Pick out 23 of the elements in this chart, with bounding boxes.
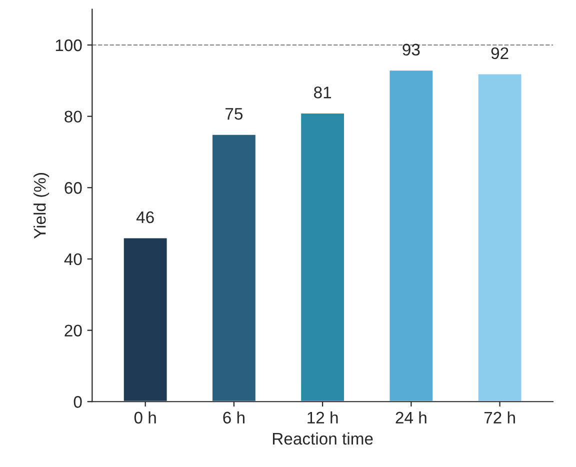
x-tick-label: 24 h [396,411,426,424]
bar [211,133,257,402]
y-tick-label: 60 [64,182,82,194]
data-label: 93 [402,44,420,56]
y-tick-label: 0 [74,396,82,408]
data-label: 92 [491,47,508,60]
y-tick-label: 100 [56,39,82,52]
bar [476,72,523,402]
x-tick-label: 12 h [308,411,338,424]
y-tick-label: 40 [64,253,82,266]
x-tick-label: 72 h [484,411,515,424]
y-tick-label: 20 [64,324,82,336]
data-label: 75 [226,108,243,120]
x-tick-label: 0 h [134,411,156,424]
data-label: 81 [314,86,332,98]
y-tick-label: 80 [64,110,82,123]
bar [388,69,434,402]
bar [122,236,168,402]
x-axis-title: Reaction time [272,432,373,445]
bar [300,112,346,402]
data-label: 46 [136,211,154,224]
x-tick-label: 6 h [223,411,244,424]
y-axis-title: Yield (%) [34,173,50,239]
